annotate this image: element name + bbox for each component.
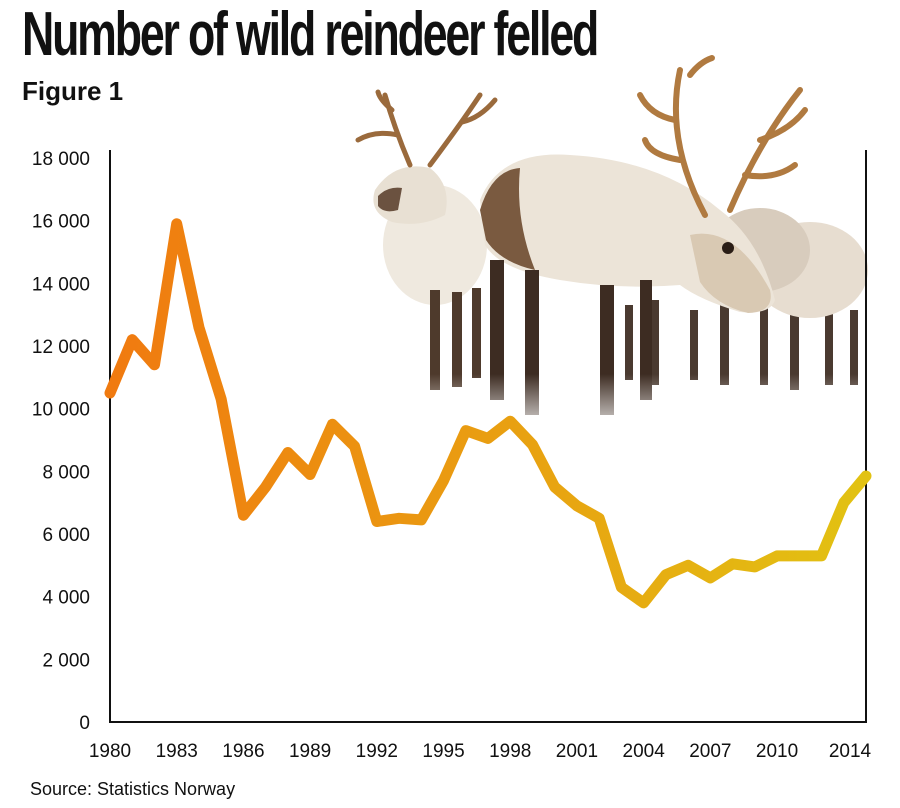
data-point (264, 485, 268, 489)
x-tick-label: 2007 (689, 741, 731, 762)
y-tick-label: 2 000 (42, 650, 90, 671)
y-tick-label: 10 000 (32, 400, 90, 421)
data-point (130, 338, 134, 342)
axes (109, 150, 867, 723)
data-point (286, 451, 290, 455)
data-point (842, 501, 846, 505)
data-point (508, 419, 512, 423)
data-point (486, 436, 490, 440)
x-tick-label: 1980 (89, 741, 131, 762)
x-tick-label: 1986 (222, 741, 264, 762)
data-point (197, 325, 201, 329)
data-point (797, 554, 801, 558)
data-point (219, 397, 223, 401)
y-tick-label: 0 (79, 713, 90, 734)
x-tick-label: 2010 (756, 741, 798, 762)
x-tick-label: 2001 (556, 741, 598, 762)
y-tick-label: 6 000 (42, 525, 90, 546)
data-point (731, 562, 735, 566)
x-tick-label: 1995 (422, 741, 464, 762)
data-point (553, 485, 557, 489)
data-point (708, 576, 712, 580)
data-point (175, 222, 179, 226)
data-point (530, 443, 534, 447)
data-point (108, 391, 112, 395)
x-tick-label: 1998 (489, 741, 531, 762)
y-tick-labels: 0 2 000 4 000 6 000 8 000 10 000 12 000 14 000 1… (32, 149, 90, 734)
data-point (241, 513, 245, 517)
reindeer-photo (340, 55, 870, 440)
data-point (686, 563, 690, 567)
x-tick-label: 2014 (829, 741, 872, 762)
y-tick-label: 12 000 (32, 337, 90, 358)
data-point (820, 554, 824, 558)
data-point (442, 479, 446, 483)
figure-label: Figure 1 (22, 76, 124, 106)
data-point (464, 429, 468, 433)
data-point (375, 519, 379, 523)
data-point (775, 554, 779, 558)
y-tick-label: 18 000 (32, 149, 90, 170)
x-tick-label: 1992 (356, 741, 398, 762)
x-tick-label: 2004 (623, 741, 666, 762)
data-point (753, 565, 757, 569)
y-tick-label: 8 000 (42, 462, 90, 483)
data-point (308, 472, 312, 476)
y-tick-label: 14 000 (32, 274, 90, 295)
data-point (619, 585, 623, 589)
y-tick-label: 16 000 (32, 212, 90, 233)
data-point (642, 601, 646, 605)
series-layer (104, 218, 872, 609)
data-point (597, 516, 601, 520)
data-point (152, 363, 156, 367)
x-tick-labels: 1980 1983 1986 1989 1992 1995 1998 2001 2004 2007… (89, 741, 872, 762)
x-tick-label: 1989 (289, 741, 331, 762)
data-point (664, 573, 668, 577)
data-point (864, 474, 868, 478)
data-point (353, 444, 357, 448)
data-point (419, 518, 423, 522)
y-tick-label: 4 000 (42, 588, 90, 609)
data-point (330, 422, 334, 426)
source-note: Source: Statistics Norway (30, 779, 236, 799)
data-point (575, 504, 579, 508)
chart-title: Number of wild reindeer felled (22, 0, 599, 69)
series-line (104, 218, 872, 609)
data-point (397, 516, 401, 520)
x-tick-label: 1983 (156, 741, 198, 762)
